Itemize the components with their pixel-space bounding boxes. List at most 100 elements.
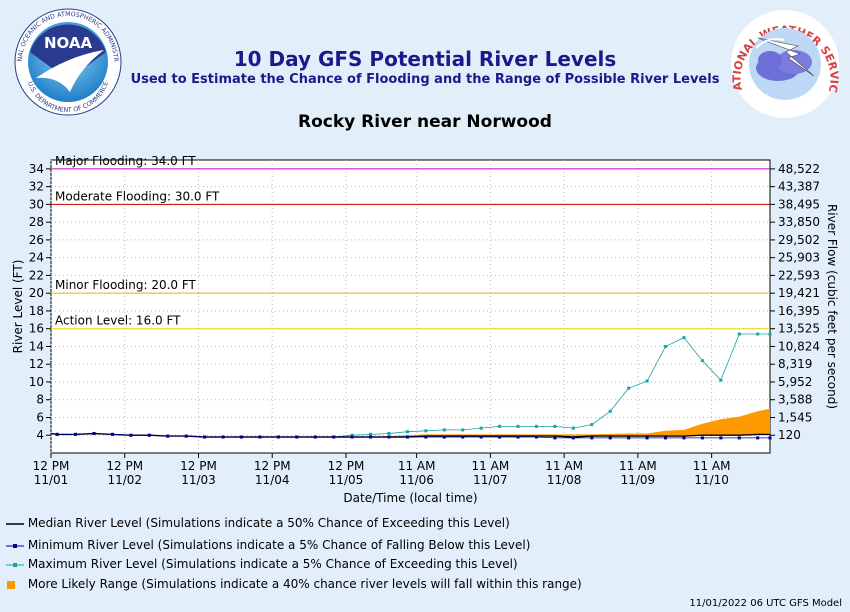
threshold-label-action: Action Level: 16.0 FT — [55, 314, 181, 328]
y-tick-label: 18 — [29, 304, 44, 318]
x-tick-date-label: 11/10 — [694, 473, 729, 487]
y2-tick-label: 22,593 — [778, 268, 820, 282]
x-tick-date-label: 11/09 — [621, 473, 656, 487]
data-point-minimum — [534, 435, 538, 439]
plot-area — [50, 159, 771, 454]
data-point-maximum — [534, 424, 538, 428]
data-point-minimum — [369, 435, 373, 439]
data-point-maximum — [350, 433, 354, 437]
data-point-maximum — [479, 426, 483, 430]
data-point-minimum — [258, 435, 262, 439]
y-tick-label: 28 — [29, 215, 44, 229]
median-line-icon — [6, 522, 24, 525]
y2-tick-label: 48,522 — [778, 162, 820, 176]
x-tick-time-label: 11 AM — [693, 459, 731, 473]
y2-tick-label: 16,395 — [778, 304, 820, 318]
data-point-minimum — [295, 435, 299, 439]
data-point-minimum — [516, 435, 520, 439]
model-footer: 11/01/2022 06 UTC GFS Model — [689, 598, 842, 609]
x-tick-time-label: 11 AM — [398, 459, 436, 473]
data-point-maximum — [405, 430, 409, 434]
data-point-minimum — [571, 436, 575, 440]
x-tick-time-label: 11 AM — [472, 459, 510, 473]
y-tick-label: 30 — [29, 197, 44, 211]
data-point-minimum — [664, 436, 668, 440]
y2-tick-label: 5,952 — [778, 375, 812, 389]
y2-tick-label: 19,421 — [778, 286, 820, 300]
y-tick-label: 14 — [29, 339, 44, 353]
x-tick-date-label: 11/08 — [547, 473, 582, 487]
y2-axis-title: River Flow (cubic feet per second) — [825, 204, 839, 409]
data-point-maximum — [387, 431, 391, 435]
data-point-maximum — [682, 336, 686, 340]
legend-item-range: More Likely Range (Simulations indicate … — [6, 577, 582, 591]
x-tick-time-label: 12 PM — [328, 459, 365, 473]
data-point-minimum — [405, 435, 409, 439]
y-tick-label: 4 — [36, 428, 44, 442]
x-tick-date-label: 11/02 — [107, 473, 142, 487]
legend-minimum-label: Minimum River Level (Simulations indicat… — [27, 538, 531, 552]
data-point-minimum — [479, 435, 483, 439]
data-point-maximum — [498, 424, 502, 428]
y2-tick-label: 29,502 — [778, 233, 820, 247]
data-point-minimum — [498, 435, 502, 439]
range-swatch-icon — [7, 580, 15, 589]
y-tick-label: 34 — [29, 162, 44, 176]
data-point-maximum — [756, 332, 760, 336]
y-tick-label: 20 — [29, 286, 44, 300]
data-point-minimum — [719, 436, 723, 440]
x-tick-date-label: 11/05 — [329, 473, 364, 487]
noaa-logo-text: NOAA — [44, 34, 93, 52]
data-point-maximum — [553, 424, 557, 428]
threshold-label-major: Major Flooding: 34.0 FT — [55, 154, 196, 168]
chart-title: 10 Day GFS Potential River Levels — [233, 47, 617, 71]
data-point-minimum — [424, 435, 428, 439]
data-point-minimum — [645, 436, 649, 440]
x-tick-date-label: 11/06 — [399, 473, 434, 487]
data-point-maximum — [627, 386, 631, 390]
y2-tick-label: 43,387 — [778, 180, 820, 194]
y2-tick-label: 3,588 — [778, 393, 812, 407]
y-tick-label: 10 — [29, 375, 44, 389]
y-axis-title: River Level (FT) — [11, 260, 25, 354]
data-point-minimum — [627, 436, 631, 440]
y-tick-label: 24 — [29, 251, 44, 265]
data-point-minimum — [276, 435, 280, 439]
y2-tick-label: 25,903 — [778, 251, 820, 265]
y-tick-label: 16 — [29, 322, 44, 336]
data-point-minimum — [92, 431, 96, 435]
data-point-minimum — [55, 432, 59, 436]
data-point-minimum — [240, 435, 244, 439]
x-tick-time-label: 11 AM — [619, 459, 657, 473]
data-point-minimum — [682, 436, 686, 440]
data-point-minimum — [221, 435, 225, 439]
data-point-maximum — [768, 332, 772, 336]
threshold-label-minor: Minor Flooding: 20.0 FT — [55, 278, 197, 292]
data-point-minimum — [203, 435, 207, 439]
x-tick-time-label: 12 PM — [254, 459, 291, 473]
y2-tick-label: 8,319 — [778, 357, 812, 371]
data-point-minimum — [608, 436, 612, 440]
data-point-minimum — [147, 433, 151, 437]
data-point-minimum — [768, 436, 772, 440]
data-point-maximum — [664, 344, 668, 348]
legend-item-maximum: Maximum River Level (Simulations indicat… — [6, 557, 518, 571]
data-point-minimum — [166, 434, 170, 438]
x-tick-date-label: 11/03 — [181, 473, 216, 487]
x-tick-time-label: 12 PM — [106, 459, 143, 473]
x-tick-time-label: 12 PM — [180, 459, 217, 473]
data-point-minimum — [74, 432, 78, 436]
data-point-minimum — [387, 435, 391, 439]
chart-subtitle: Used to Estimate the Chance of Flooding … — [130, 72, 720, 87]
data-point-minimum — [442, 435, 446, 439]
y2-tick-label: 1,545 — [778, 410, 812, 424]
y-tick-label: 26 — [29, 233, 44, 247]
x-axis-title: Date/Time (local time) — [343, 491, 477, 505]
data-point-maximum — [369, 432, 373, 436]
data-point-maximum — [737, 332, 741, 336]
minimum-line-icon — [6, 543, 24, 548]
data-point-maximum — [516, 424, 520, 428]
noaa-logo: NATIONAL OCEANIC AND ATMOSPHERIC ADMINIS… — [8, 4, 122, 116]
data-point-minimum — [332, 435, 336, 439]
